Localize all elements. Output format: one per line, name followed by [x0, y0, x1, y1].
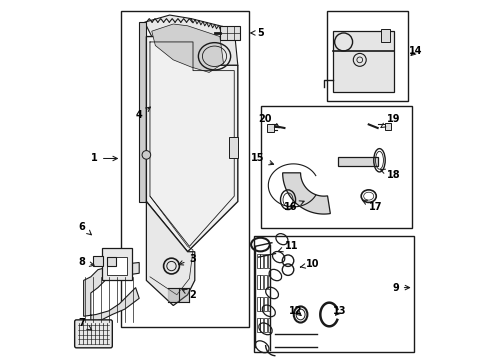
Bar	[264, 275, 267, 289]
Bar	[327, 12, 408, 101]
Text: 2: 2	[182, 289, 196, 300]
Bar	[220, 26, 240, 40]
Text: 10: 10	[300, 259, 319, 269]
Bar	[333, 31, 394, 92]
Text: 12: 12	[289, 306, 302, 316]
Polygon shape	[139, 22, 147, 202]
Bar	[260, 318, 263, 332]
Bar	[264, 318, 267, 332]
Bar	[101, 248, 132, 280]
Bar	[257, 253, 260, 268]
Text: 9: 9	[392, 283, 410, 293]
Bar	[385, 123, 392, 130]
Text: 1: 1	[91, 153, 117, 163]
Text: 20: 20	[258, 114, 279, 128]
Bar	[257, 275, 260, 289]
Text: 19: 19	[381, 114, 400, 127]
Text: 13: 13	[333, 306, 346, 316]
Bar	[257, 318, 260, 332]
Polygon shape	[145, 15, 238, 80]
Text: 5: 5	[251, 28, 264, 38]
Bar	[260, 275, 263, 289]
Bar	[268, 297, 270, 311]
Bar	[264, 297, 267, 311]
Bar	[268, 253, 270, 268]
Bar	[267, 124, 274, 132]
Polygon shape	[147, 37, 238, 252]
Polygon shape	[84, 262, 139, 321]
Bar	[93, 256, 103, 266]
Text: 6: 6	[79, 222, 92, 235]
Text: 16: 16	[284, 201, 304, 212]
Polygon shape	[152, 24, 223, 72]
Text: 3: 3	[179, 254, 196, 265]
Bar	[381, 30, 390, 42]
Bar	[107, 257, 116, 266]
Bar	[260, 297, 263, 311]
Text: 17: 17	[363, 200, 382, 212]
Bar	[260, 253, 263, 268]
Polygon shape	[147, 202, 195, 306]
Bar	[268, 275, 270, 289]
Circle shape	[142, 150, 151, 159]
Text: 18: 18	[381, 169, 400, 180]
Text: 8: 8	[78, 257, 94, 267]
Bar	[254, 235, 414, 352]
Bar	[264, 253, 267, 268]
Polygon shape	[283, 173, 330, 214]
Bar	[122, 12, 248, 327]
FancyBboxPatch shape	[74, 320, 112, 348]
Text: 4: 4	[136, 107, 150, 121]
Bar	[261, 107, 412, 228]
Bar	[229, 137, 238, 158]
Text: 15: 15	[251, 153, 273, 165]
Bar	[257, 297, 260, 311]
Text: 7: 7	[79, 319, 92, 330]
Bar	[107, 257, 126, 275]
Bar	[268, 318, 270, 332]
Text: 14: 14	[409, 46, 423, 56]
Text: 11: 11	[278, 241, 298, 252]
Polygon shape	[338, 157, 378, 166]
